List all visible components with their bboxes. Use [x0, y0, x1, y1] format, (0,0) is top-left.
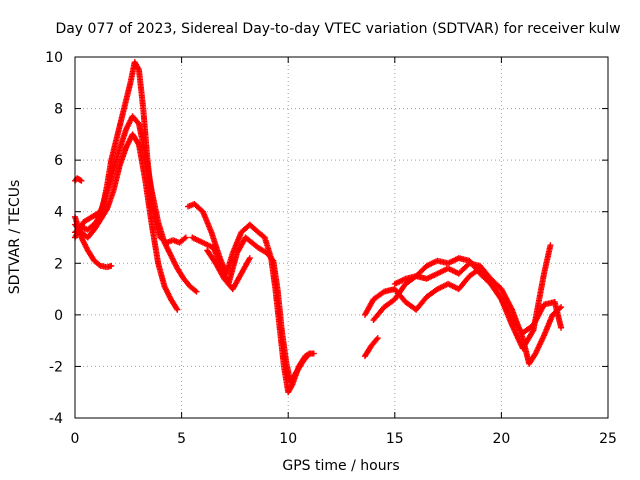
series-trace-h [204, 247, 253, 293]
data-point [547, 242, 554, 249]
x-tick-label: 15 [386, 431, 404, 447]
y-tick-label: 10 [45, 50, 63, 66]
data-point [558, 304, 565, 311]
data-point [193, 288, 200, 295]
data-point [173, 305, 180, 312]
data-point [558, 324, 565, 331]
data-point [246, 255, 253, 262]
y-tick-label: 6 [54, 153, 63, 169]
data-point [306, 350, 313, 357]
data-point [78, 177, 85, 184]
data-point [373, 336, 380, 343]
data-point [288, 382, 295, 389]
series-trace-i [361, 335, 381, 360]
y-tick-label: -4 [49, 411, 63, 427]
x-tick-label: 0 [71, 431, 80, 447]
series-trace-a [72, 175, 85, 184]
data-point [374, 335, 381, 342]
x-tick-label: 5 [177, 431, 186, 447]
y-axis-label: SDTVAR / TECUs [7, 180, 23, 295]
data-point [108, 262, 115, 269]
y-tick-label: 4 [54, 205, 63, 221]
y-tick-label: 0 [54, 308, 63, 324]
x-axis-label: GPS time / hours [282, 458, 399, 474]
grid [75, 57, 608, 418]
data-point [174, 306, 181, 313]
y-tick-label: -2 [49, 359, 63, 375]
x-tick-label: 20 [492, 431, 510, 447]
data-point [192, 287, 199, 294]
data-point [181, 235, 188, 242]
x-tick-label: 10 [279, 431, 297, 447]
y-tick-label: 2 [54, 256, 63, 272]
series-trace-l [391, 260, 565, 367]
data-point [135, 65, 142, 72]
x-tick-label: 25 [599, 431, 617, 447]
plot-frame [74, 56, 609, 419]
data-point [135, 140, 142, 147]
data-point [305, 351, 312, 358]
series-trace-e [72, 213, 115, 271]
series-trace-d [72, 131, 181, 313]
data-point [182, 234, 189, 241]
chart-title: Day 077 of 2023, Sidereal Day-to-day VTE… [55, 21, 620, 37]
series-trace-g [189, 234, 313, 385]
axis-ticks: 0 5 10 15 20 25 -4 -2 0 2 4 6 8 10 [45, 50, 617, 447]
y-tick-label: 8 [54, 102, 63, 118]
data-point [556, 305, 563, 312]
data-points [72, 59, 565, 396]
